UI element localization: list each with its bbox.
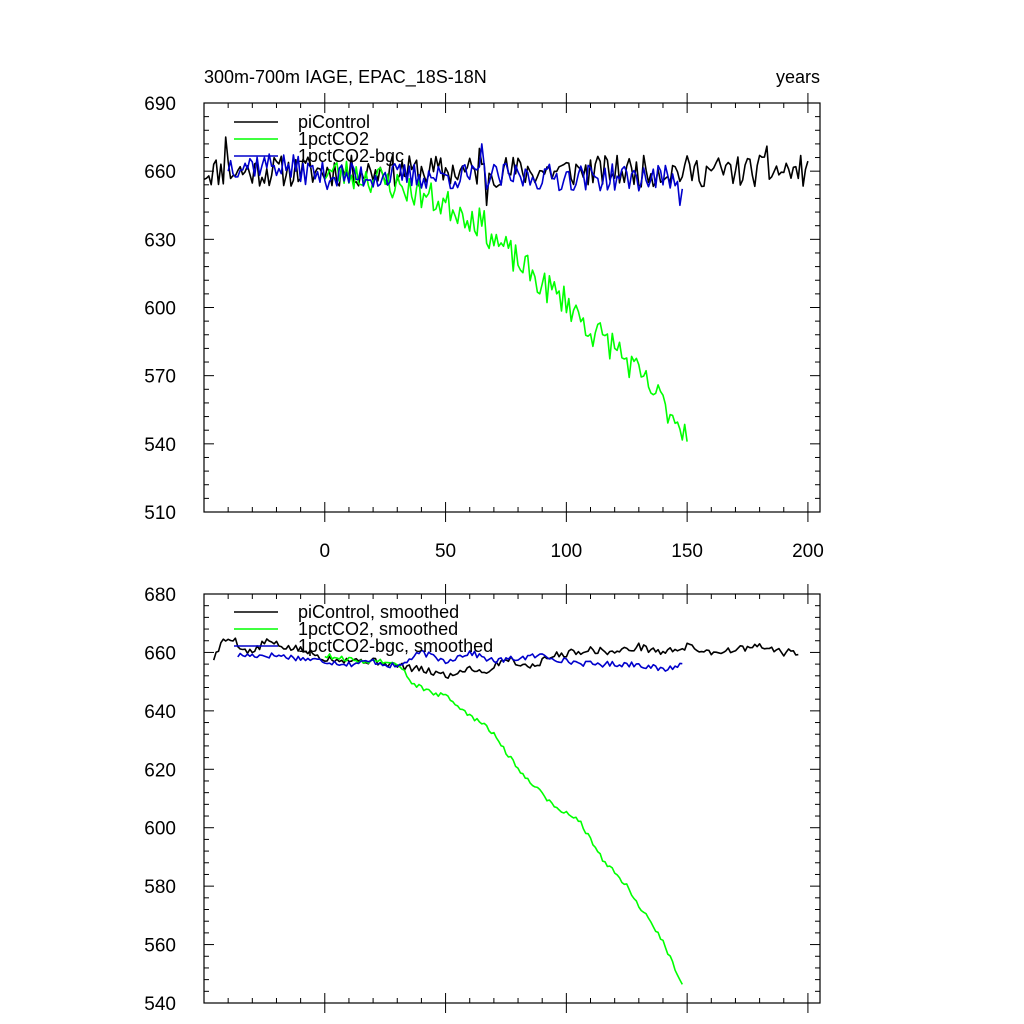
y-tick-label: 560 (144, 936, 176, 957)
legend-label: 1pctCO2, smoothed (298, 619, 458, 639)
y-tick-label: 630 (144, 230, 176, 251)
y-tick-label: 660 (144, 643, 176, 664)
series-line-1pctco2-bgc-smoothed (237, 649, 683, 672)
y-tick-label: 600 (144, 819, 176, 840)
legend-label: 1pctCO2 (298, 129, 369, 149)
chart-title: 300m-700m IAGE, EPAC_18S-18N (204, 67, 487, 88)
y-tick-label: 570 (144, 367, 176, 388)
bottom-chart-panel: 540 560 580 600 620 640 660 680 piControl, smoo… (144, 584, 821, 1015)
y-tick-label: 580 (144, 877, 176, 898)
y-tick-label: 690 (144, 94, 176, 115)
legend-label: 1pctCO2-bgc, smoothed (298, 636, 493, 656)
x-tick-label: 50 (435, 541, 456, 562)
y-tick-label: 510 (144, 503, 176, 524)
plot-frame-bottom (203, 593, 821, 1004)
y-tick-label: 540 (144, 994, 176, 1015)
legend-label: piControl, smoothed (298, 602, 459, 622)
series-line-picontrol (203, 136, 809, 207)
series-line-1pctco2-smoothed (324, 653, 684, 985)
series-line-1pctco2-bgc (227, 143, 684, 207)
x-tick-label: 100 (551, 541, 583, 562)
bottom-series-group (212, 637, 799, 985)
legend-label: piControl (298, 112, 370, 132)
x-tick-label: 0 (319, 541, 330, 562)
top-series-group (203, 136, 809, 442)
x-tick-label: 150 (671, 541, 703, 562)
series-line-1pctco2 (324, 160, 688, 442)
top-axis-ticks: 510 540 570 600 630 660 690 0 50 100 150 200 (144, 93, 824, 562)
y-tick-label: 640 (144, 702, 176, 723)
y-tick-label: 660 (144, 162, 176, 183)
y-tick-label: 620 (144, 760, 176, 781)
legend-label: 1pctCO2-bgc (298, 146, 404, 166)
y-tick-label: 600 (144, 299, 176, 320)
top-chart-panel: 300m-700m IAGE, EPAC_18S-18N years 510 54… (144, 67, 823, 562)
chart-title-right: years (776, 67, 820, 87)
y-tick-label: 540 (144, 435, 176, 456)
y-tick-label: 680 (144, 585, 176, 606)
x-tick-label: 200 (792, 541, 824, 562)
series-line-picontrol-smoothed (212, 637, 799, 680)
bottom-axis-ticks: 540 560 580 600 620 640 660 680 (144, 584, 820, 1015)
